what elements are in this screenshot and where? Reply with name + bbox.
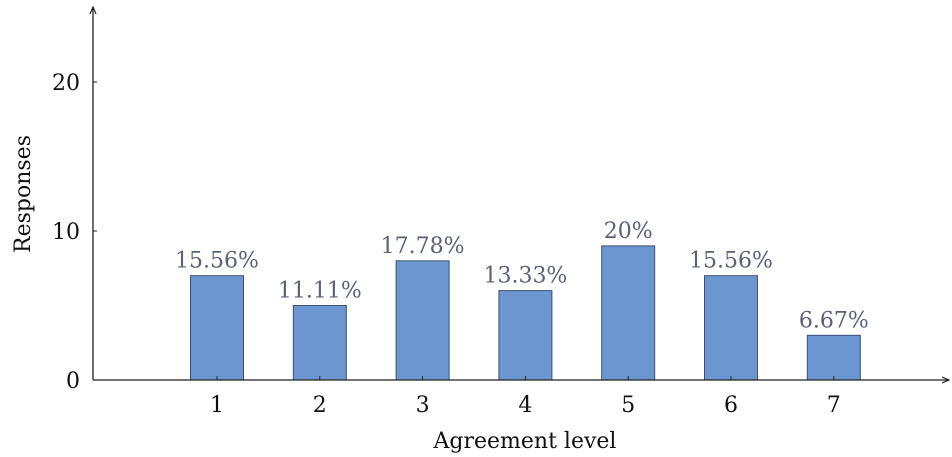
- bar-2: [292, 305, 347, 381]
- bar-6: [704, 275, 758, 381]
- x-tick-label-5: 5: [621, 393, 635, 418]
- data-labels-group: 15.56% 11.11% 17.78% 13.33% 20% 15.56% 6.67%: [175, 219, 869, 333]
- bar-5: [601, 245, 656, 381]
- data-label-6: 15.56%: [689, 249, 773, 274]
- x-tick-label-6: 6: [724, 393, 738, 418]
- y-tick-label-20: 20: [52, 71, 80, 96]
- bar-7: [806, 334, 861, 381]
- bar-3: [395, 260, 450, 381]
- x-tick-label-1: 1: [210, 393, 224, 418]
- x-tick-label-2: 2: [313, 393, 327, 418]
- x-tick-label-3: 3: [416, 393, 430, 418]
- y-tick-label-10: 10: [52, 220, 80, 245]
- x-axis-title: Agreement level: [433, 429, 617, 454]
- data-label-4: 13.33%: [483, 264, 567, 289]
- y-tick-label-0: 0: [66, 369, 80, 394]
- bars-group: [190, 245, 861, 381]
- bar-4: [498, 290, 553, 381]
- x-tick-label-7: 7: [827, 393, 841, 418]
- y-ticks-group: 0 10 20: [52, 71, 97, 394]
- data-label-2: 11.11%: [278, 279, 362, 304]
- x-ticks-group: 1 2 3 4 5 6 7: [210, 376, 841, 418]
- data-label-3: 17.78%: [381, 234, 465, 259]
- data-label-7: 6.67%: [799, 308, 869, 333]
- bar-1: [190, 275, 244, 381]
- data-label-1: 15.56%: [175, 249, 259, 274]
- y-axis-title: Responses: [11, 135, 36, 253]
- x-tick-label-4: 4: [518, 393, 532, 418]
- data-label-5: 20%: [604, 219, 653, 244]
